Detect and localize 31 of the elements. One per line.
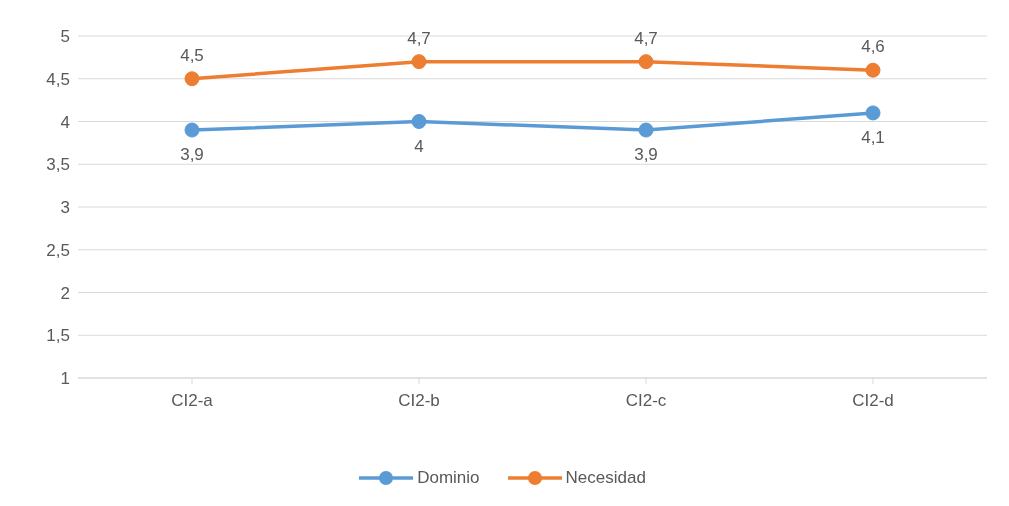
y-tick-label: 2,5 <box>46 240 70 260</box>
data-label: 4,7 <box>407 28 431 48</box>
y-tick-label: 3 <box>60 198 70 218</box>
point <box>411 114 427 129</box>
legend-label: Dominio <box>416 468 480 488</box>
data-label: 4,6 <box>861 37 885 57</box>
point <box>865 105 881 121</box>
data-label: 4,1 <box>861 127 885 147</box>
y-tick-label: 5 <box>60 27 70 47</box>
point <box>411 54 427 70</box>
x-tick-label: CI2-c <box>625 391 667 411</box>
point <box>638 54 654 70</box>
y-tick-label: 2 <box>60 283 70 303</box>
legend-label: Necesidad <box>564 468 646 488</box>
point <box>184 71 200 87</box>
point <box>184 122 200 138</box>
data-label: 4 <box>414 136 424 156</box>
point <box>638 122 654 138</box>
y-tick-label: 1,5 <box>46 326 70 346</box>
y-tick-label: 3,5 <box>46 155 70 175</box>
data-label: 3,9 <box>180 145 204 165</box>
point <box>865 62 881 78</box>
y-tick-label: 4 <box>60 112 70 132</box>
x-tick-label: CI2-b <box>398 391 440 411</box>
x-tick-label: CI2-d <box>852 391 894 411</box>
y-tick-label: 4,5 <box>46 69 70 89</box>
data-label: 4,5 <box>180 45 204 65</box>
y-tick-label: 1 <box>60 369 70 389</box>
data-label: 4,7 <box>634 28 658 48</box>
x-tick-label: CI2-a <box>171 391 214 411</box>
data-label: 3,9 <box>634 145 658 165</box>
